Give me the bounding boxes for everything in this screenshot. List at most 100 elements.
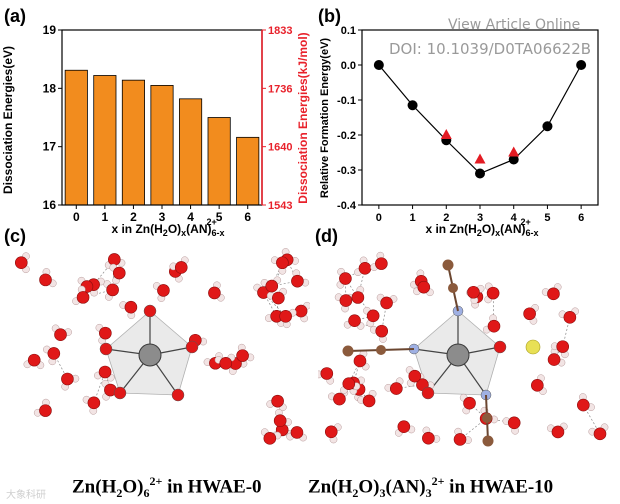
carbon-atom <box>442 259 454 271</box>
doi-link[interactable]: DOI: 10.1039/D0TA06622B <box>389 40 592 58</box>
oxygen-atom <box>185 340 199 354</box>
panel-label-b: (b) <box>318 6 341 26</box>
chart-a-xlabel: x in Zn(H2O)x(AN)6-x2+ <box>111 217 224 238</box>
sulfur-atom <box>525 339 541 355</box>
chart-a: 0 1 2 3 4 5 6 16 17 18 19 1543 1640 1736 1833 Dissocia… <box>1 23 310 238</box>
x-tick-label: 1 <box>102 210 109 224</box>
oxygen-atom <box>76 291 90 304</box>
oxygen-atom <box>417 280 431 294</box>
x-tick-label: 2 <box>130 210 137 224</box>
oxygen-atom <box>351 291 365 304</box>
chart-b: 0 1 2 3 4 5 6 0.1 0.0 -0.1 -0.2 -0.3 -0.4 Relative F… <box>319 25 599 238</box>
oxygen-atom <box>273 414 287 428</box>
y-right-tick-label: 1543 <box>268 200 292 212</box>
triangle-point <box>508 146 520 157</box>
oxygen-atom <box>339 272 352 285</box>
oxygen-atom <box>265 279 279 293</box>
oxygen-atom <box>366 309 380 323</box>
oxygen-atom <box>467 285 480 299</box>
oxygen-atom <box>486 286 500 300</box>
caption-c: Zn(H2O)62+ in HWAE-0 <box>72 474 262 501</box>
x-tick-label: 5 <box>544 212 550 224</box>
panel-label-c: (c) <box>4 226 26 246</box>
data-point <box>508 154 519 165</box>
y-tick-label: 16 <box>43 198 57 212</box>
oxygen-atom <box>290 426 304 439</box>
oxygen-atom <box>27 353 41 367</box>
carbon-atom <box>482 413 492 423</box>
oxygen-atom <box>54 328 67 342</box>
oxygen-atom <box>339 294 353 307</box>
oxygen-atom <box>124 300 138 314</box>
x-tick-label: 1 <box>410 212 416 224</box>
chart-b-xlabel: x in Zn(H2O)x(AN)6-x2+ <box>425 217 538 238</box>
oxygen-atom <box>87 396 101 410</box>
oxygen-atom <box>271 394 284 408</box>
x-tick-label: 3 <box>477 212 483 224</box>
oxygen-atom <box>98 365 112 379</box>
data-point <box>373 60 384 70</box>
oxygen-atom <box>219 357 233 370</box>
oxygen-atom <box>493 340 507 354</box>
chart-b-ylabel: Relative Formation Energy(eV) <box>319 38 331 198</box>
oxygen-atom <box>551 425 565 439</box>
oxygen-atom <box>236 349 249 362</box>
oxygen-atom <box>272 291 285 305</box>
oxygen-atom <box>375 324 389 338</box>
oxygen-atom <box>113 386 127 400</box>
oxygen-atom <box>342 377 356 390</box>
bar-6 <box>236 136 260 206</box>
oxygen-atom <box>353 354 367 368</box>
oxygen-atom <box>577 398 590 412</box>
data-point <box>576 60 587 70</box>
x-tick-label: 2 <box>443 212 449 224</box>
oxygen-atom <box>291 274 304 288</box>
structure-d <box>318 251 609 447</box>
x-tick-label: 0 <box>376 212 382 224</box>
y-tick-label: 17 <box>43 140 57 154</box>
bar-2 <box>121 79 145 206</box>
oxygen-atom <box>422 431 435 445</box>
oxygen-atom <box>320 367 334 380</box>
bar-5 <box>207 117 231 206</box>
oxygen-atom <box>263 432 277 445</box>
oxygen-atom <box>99 326 112 340</box>
oxygen-atom <box>358 262 372 275</box>
x-tick-label: 5 <box>216 210 223 224</box>
oxygen-atom <box>14 256 28 269</box>
data-point <box>407 100 418 111</box>
oxygen-atom <box>106 283 119 297</box>
oxygen-atom <box>556 340 570 353</box>
bar-4 <box>179 98 203 206</box>
oxygen-atom <box>39 273 52 287</box>
view-article-online-link[interactable]: View Article Online <box>448 17 581 33</box>
oxygen-atom <box>408 369 422 383</box>
structure-c <box>14 248 310 445</box>
oxygen-atom <box>523 307 536 321</box>
oxygen-atom <box>563 311 577 324</box>
oxygen-atom <box>593 427 607 441</box>
y-tick-label: 0.1 <box>341 25 356 37</box>
oxygen-atom <box>174 261 188 274</box>
y-right-tick-label: 1736 <box>268 83 292 95</box>
oxygen-atom <box>348 314 361 327</box>
oxygen-atom <box>112 266 126 280</box>
carbon-atom <box>448 283 458 293</box>
oxygen-atom <box>531 379 544 392</box>
oxygen-atom <box>99 342 113 356</box>
oxygen-atom <box>547 287 560 301</box>
oxygen-atom <box>108 253 121 266</box>
oxygen-atom <box>157 284 170 297</box>
bar-1 <box>93 75 117 206</box>
y-tick-label: 18 <box>43 81 57 95</box>
oxygen-atom <box>547 353 561 366</box>
zinc-atom <box>138 343 162 367</box>
chart-a-ylabel-right: Dissociation Energies(kJ/mol) <box>296 32 310 203</box>
oxygen-atom <box>390 382 403 395</box>
oxygen-atom <box>143 304 157 318</box>
oxygen-atom <box>208 286 221 300</box>
oxygen-atom <box>507 416 521 430</box>
y-tick-label: -0.1 <box>337 95 356 107</box>
oxygen-atom <box>47 347 61 360</box>
data-point <box>542 121 553 132</box>
